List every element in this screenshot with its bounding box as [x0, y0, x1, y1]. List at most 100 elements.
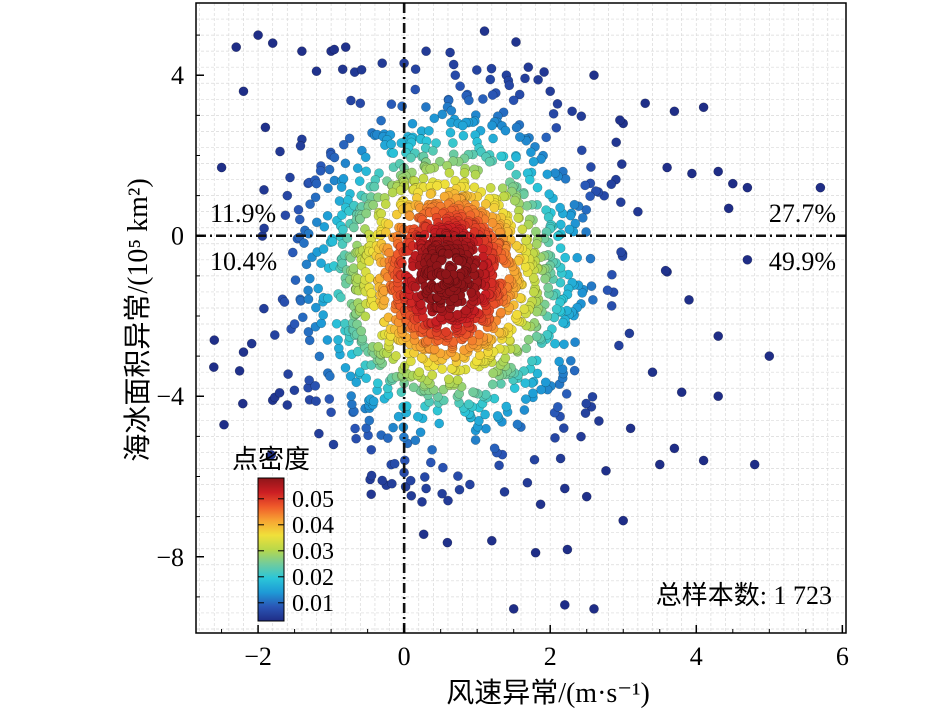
data-point	[377, 475, 388, 486]
data-point	[589, 604, 599, 614]
data-point	[576, 431, 586, 442]
data-point	[313, 283, 324, 294]
data-point	[442, 537, 453, 548]
data-point	[425, 189, 436, 199]
data-points	[208, 26, 826, 614]
data-point	[654, 459, 665, 470]
data-point	[523, 62, 534, 73]
data-point	[509, 195, 520, 206]
data-point	[551, 122, 562, 133]
data-point	[545, 86, 556, 97]
data-point	[551, 304, 562, 315]
data-point	[459, 168, 470, 178]
data-point	[316, 318, 327, 329]
data-point	[314, 428, 324, 439]
data-point	[260, 122, 271, 133]
data-point	[417, 497, 427, 507]
data-point	[511, 122, 522, 133]
data-point	[555, 219, 566, 230]
data-point	[633, 206, 643, 217]
data-point	[279, 297, 290, 307]
data-point	[560, 252, 571, 263]
data-point	[237, 398, 248, 409]
x-axis-label: 风速异常/(m·s⁻¹)	[446, 677, 650, 709]
data-point	[429, 344, 440, 355]
data-point	[368, 396, 379, 407]
data-point	[463, 399, 474, 410]
data-point	[486, 63, 497, 74]
data-point	[364, 256, 375, 267]
data-point	[383, 433, 393, 443]
data-point	[322, 210, 333, 221]
data-point	[615, 115, 625, 125]
data-point	[319, 221, 330, 232]
data-point	[586, 162, 596, 172]
data-point	[393, 411, 404, 422]
data-point	[606, 179, 617, 190]
data-point	[326, 407, 336, 418]
data-point	[355, 214, 365, 224]
data-point	[412, 411, 423, 422]
data-point	[410, 435, 421, 446]
data-point	[535, 499, 546, 510]
data-point	[337, 239, 348, 249]
data-point	[453, 471, 463, 481]
data-point	[465, 479, 475, 490]
data-point	[489, 202, 500, 213]
data-point	[616, 159, 627, 169]
data-point	[410, 64, 421, 75]
data-point	[303, 294, 314, 305]
data-point	[283, 369, 293, 379]
data-point	[208, 362, 219, 372]
data-point	[324, 394, 335, 404]
data-point	[528, 273, 539, 283]
data-point	[408, 382, 419, 393]
data-point	[361, 208, 372, 219]
data-point	[555, 202, 565, 213]
data-point	[698, 102, 709, 113]
data-point	[662, 162, 672, 173]
data-point	[585, 191, 595, 202]
data-point	[478, 94, 488, 104]
data-point	[527, 356, 537, 366]
data-point	[542, 169, 553, 180]
data-point	[443, 495, 453, 506]
data-point	[445, 47, 455, 58]
data-point	[594, 416, 604, 426]
data-point	[539, 67, 549, 77]
data-point	[521, 343, 532, 354]
data-point	[238, 347, 249, 357]
data-point	[443, 374, 454, 385]
data-point	[346, 391, 357, 401]
data-point	[466, 287, 477, 298]
data-point	[388, 148, 399, 158]
data-point	[361, 166, 372, 177]
data-point	[294, 214, 305, 225]
data-point	[340, 158, 351, 169]
data-point	[749, 459, 760, 470]
data-point	[742, 254, 753, 265]
data-point	[209, 335, 220, 345]
data-point	[494, 460, 504, 471]
data-point	[580, 180, 590, 191]
data-point	[487, 218, 498, 228]
data-point	[577, 213, 588, 223]
data-point	[269, 330, 280, 340]
data-point	[337, 64, 348, 75]
data-point	[660, 265, 671, 276]
data-point	[555, 277, 566, 288]
data-point	[372, 378, 383, 389]
data-point	[311, 217, 322, 228]
data-point	[328, 439, 339, 450]
data-point	[511, 169, 522, 180]
data-point	[335, 292, 346, 303]
data-point	[314, 351, 325, 362]
data-point	[331, 318, 342, 329]
data-point	[576, 145, 587, 156]
data-point	[453, 255, 464, 266]
data-point	[416, 352, 427, 363]
data-point	[364, 415, 375, 426]
data-point	[304, 335, 315, 346]
data-point	[457, 120, 468, 131]
